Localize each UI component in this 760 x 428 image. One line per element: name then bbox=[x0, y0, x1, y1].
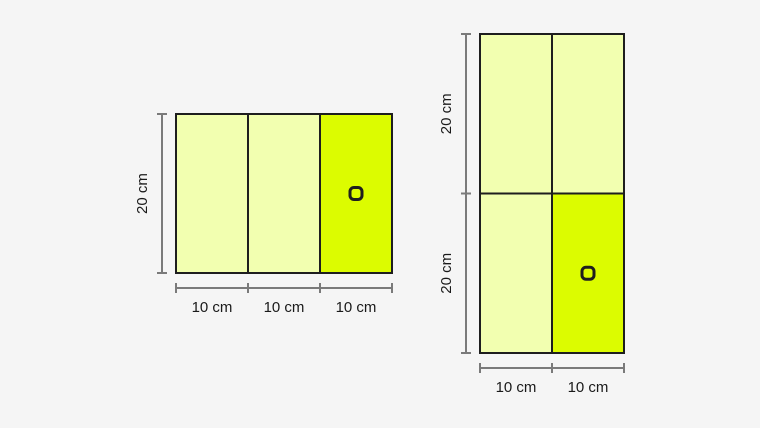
cell bbox=[479, 192, 553, 354]
highlighted-cell bbox=[319, 113, 393, 274]
height-label: 20 cm bbox=[438, 253, 455, 294]
highlighted-cell bbox=[551, 192, 625, 354]
figure-b: 20 cm 20 cm 10 cm 10 cm bbox=[438, 33, 625, 396]
width-label: 10 cm bbox=[496, 379, 537, 396]
height-label: 20 cm bbox=[134, 173, 151, 214]
circle-marker-icon bbox=[580, 265, 596, 281]
cell bbox=[551, 33, 625, 195]
height-label: 20 cm bbox=[438, 93, 455, 134]
cell bbox=[175, 113, 249, 274]
figure-a: 20 cm 10 cm 10 cm 10 cm bbox=[134, 113, 393, 316]
width-label: 10 cm bbox=[264, 299, 305, 316]
cell bbox=[479, 33, 553, 195]
width-label: 10 cm bbox=[568, 379, 609, 396]
width-label: 10 cm bbox=[336, 299, 377, 316]
circle-marker-icon bbox=[348, 186, 364, 201]
cell bbox=[247, 113, 321, 274]
width-label: 10 cm bbox=[192, 299, 233, 316]
